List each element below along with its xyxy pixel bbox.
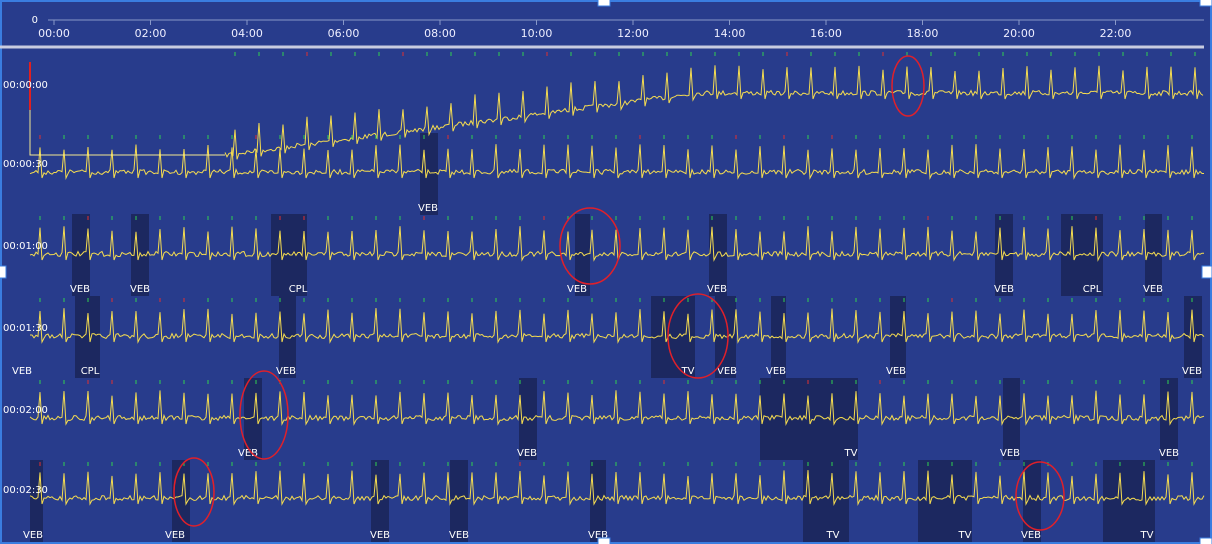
event-label: VEB: [886, 366, 906, 377]
event-label: VEB: [165, 530, 185, 541]
event-box: [1145, 214, 1162, 296]
timeline-label: 00:00: [38, 27, 70, 40]
event-label: TV: [958, 530, 972, 541]
row-time: 00:00:00: [3, 80, 48, 91]
event-label: VEB: [449, 530, 469, 541]
annotations: [173, 55, 1065, 531]
timeline-label: 02:00: [135, 27, 167, 40]
event-label: CPL: [1083, 284, 1102, 295]
event-label: TV: [844, 448, 858, 459]
event-box: [890, 296, 906, 378]
row-time: 00:02:30: [3, 485, 48, 496]
event-label: VEB: [418, 203, 438, 214]
handle[interactable]: [0, 265, 7, 279]
event-label: VEB: [517, 448, 537, 459]
timeline-label: 16:00: [810, 27, 842, 40]
event-label: CPL: [289, 284, 308, 295]
event-label: VEB: [70, 284, 90, 295]
row-time: 00:00:30: [3, 159, 48, 170]
event-label: VEB: [994, 284, 1014, 295]
event-box: [519, 378, 537, 460]
event-box: [1003, 378, 1020, 460]
events: [30, 133, 1202, 542]
event-box: [244, 378, 262, 460]
event-label: VEB: [370, 530, 390, 541]
row-time: 00:02:00: [3, 405, 48, 416]
traces: [29, 52, 1205, 506]
handle[interactable]: [1199, 0, 1212, 7]
timeline-label: 22:00: [1100, 27, 1132, 40]
timeline-label: 14:00: [714, 27, 746, 40]
timeline-label: 04:00: [231, 27, 263, 40]
event-box: [1103, 460, 1155, 542]
timeline-label: 06:00: [328, 27, 360, 40]
ecg-trace: [29, 390, 1205, 426]
event-box: [271, 214, 307, 296]
event-box: [450, 460, 468, 542]
event-box: [651, 296, 695, 378]
row-time: 00:01:00: [3, 241, 48, 252]
handle[interactable]: [1199, 537, 1212, 544]
annotation-circle: [173, 457, 215, 527]
event-label: VEB: [276, 366, 296, 377]
event-label: VEB: [707, 284, 727, 295]
event-label: VEB: [1000, 448, 1020, 459]
labels: 00:00 02:00 04:00 06:00 08:00 10:00 12:00 14:00…: [3, 20, 1202, 541]
event-label: VEB: [766, 366, 786, 377]
annotation-circle: [1015, 461, 1065, 531]
event-label: VEB: [12, 366, 32, 377]
event-box: [760, 378, 858, 460]
event-label: VEB: [717, 366, 737, 377]
ecg-trace: [29, 144, 1204, 180]
event-box: [1160, 378, 1178, 460]
timeline-label: 20:00: [1003, 27, 1035, 40]
timeline-label: 18:00: [907, 27, 939, 40]
event-label: VEB: [238, 448, 258, 459]
event-box: [575, 214, 590, 296]
row-time: 00:01:30: [3, 323, 48, 334]
event-label: VEB: [1159, 448, 1179, 459]
event-box: [590, 460, 606, 542]
ecg-trace: [224, 65, 1204, 160]
ecg-trace: [30, 308, 1205, 344]
event-label: VEB: [130, 284, 150, 295]
handle[interactable]: [597, 537, 611, 544]
event-box: [918, 460, 972, 542]
timeline-label: 08:00: [424, 27, 456, 40]
event-label: TV: [1140, 530, 1154, 541]
annotation-circle: [667, 293, 729, 379]
annotation-circle: [239, 370, 289, 460]
annotation-circle: [559, 207, 621, 285]
handle[interactable]: [597, 0, 611, 7]
timeline-label: 10:00: [521, 27, 553, 40]
event-box: [279, 296, 296, 378]
event-label: VEB: [567, 284, 587, 295]
event-label: VEB: [23, 530, 43, 541]
event-label: VEB: [1182, 366, 1202, 377]
annotation-circle: [891, 55, 925, 117]
event-label: TV: [681, 366, 695, 377]
event-box: [172, 460, 190, 542]
event-box: [1023, 460, 1041, 542]
event-label: TV: [826, 530, 840, 541]
ecg-trace: [29, 226, 1204, 262]
handle[interactable]: [1201, 265, 1212, 279]
ecg-trace: [29, 470, 1205, 506]
event-box: [1184, 296, 1202, 378]
timeline-label: 12:00: [617, 27, 649, 40]
event-box: [709, 214, 727, 296]
event-label: VEB: [1143, 284, 1163, 295]
event-label: VEB: [588, 530, 608, 541]
timeline-zero: 0: [32, 15, 38, 26]
event-label: VEB: [1021, 530, 1041, 541]
event-box: [75, 296, 100, 378]
event-label: CPL: [81, 366, 100, 377]
